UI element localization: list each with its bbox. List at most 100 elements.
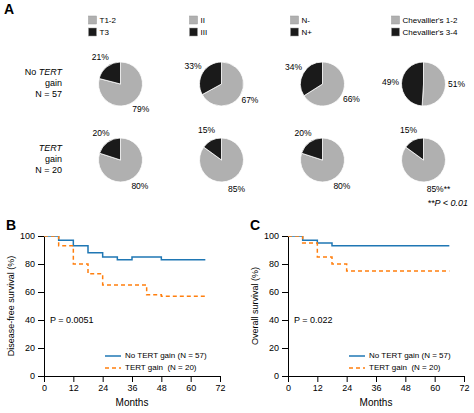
panel-label: A bbox=[4, 1, 14, 17]
panel-label: C bbox=[250, 217, 260, 233]
legend-swatch bbox=[392, 28, 400, 36]
tick-label: 40 bbox=[269, 315, 279, 325]
tick: 20 bbox=[25, 343, 44, 353]
tick-label: 60 bbox=[269, 287, 279, 297]
data-label: 79% bbox=[132, 104, 149, 114]
pie-slice bbox=[301, 138, 345, 182]
pie-slice bbox=[99, 138, 143, 182]
tick: 72 bbox=[459, 376, 469, 393]
annotation: No TERT bbox=[25, 67, 64, 77]
tick-label: 100 bbox=[264, 231, 279, 241]
x-axis-title: Months bbox=[116, 397, 149, 408]
tick: 0 bbox=[274, 371, 288, 381]
tick-mark bbox=[347, 376, 348, 382]
tick: 20 bbox=[269, 343, 288, 353]
legend-entry: TERT gain (N = 20) bbox=[125, 363, 197, 372]
data-label: 33% bbox=[185, 61, 202, 71]
pie: 79%21% bbox=[92, 52, 150, 114]
x-axis: 0122436486072 bbox=[286, 376, 470, 393]
tick: 60 bbox=[186, 376, 196, 393]
tick-label: 0 bbox=[42, 383, 47, 393]
tick: 0 bbox=[30, 371, 44, 381]
legend-swatch bbox=[190, 16, 198, 24]
tick-label: 0 bbox=[30, 371, 35, 381]
tick-label: 0 bbox=[286, 383, 291, 393]
legend: No TERT gain (N = 57) TERT gain (N = 20) bbox=[349, 351, 451, 372]
pie-slice bbox=[204, 138, 222, 160]
tick-mark bbox=[376, 376, 377, 382]
series-group bbox=[44, 236, 205, 296]
tick-mark bbox=[38, 320, 44, 321]
legend-swatch bbox=[291, 16, 299, 24]
tick: 12 bbox=[69, 376, 79, 393]
annotation: gain bbox=[45, 78, 62, 88]
data-label: 20% bbox=[93, 128, 110, 138]
tick-mark bbox=[220, 376, 221, 382]
data-label: 85% bbox=[228, 184, 245, 194]
x-axis-title: Months bbox=[360, 397, 393, 408]
y-axis: 020406080100 bbox=[20, 231, 45, 381]
tick: 80 bbox=[25, 259, 44, 269]
pie-slice bbox=[422, 62, 445, 106]
legend-entry: Chevallier's 3-4 bbox=[403, 28, 458, 37]
chart: A79%21%T1-2T3No TERTgainN = 5767%33%IIII… bbox=[0, 0, 474, 413]
data-label: 49% bbox=[382, 77, 399, 87]
tick: 0 bbox=[42, 376, 47, 393]
plot: 0122436486072020406080100No TERT gain (N… bbox=[20, 231, 226, 393]
pie: 51% 49% bbox=[382, 62, 465, 106]
legend-swatch bbox=[89, 28, 97, 36]
annotation: N = 20 bbox=[35, 165, 62, 175]
tick-label: 72 bbox=[215, 383, 225, 393]
plot: 0122436486072020406080100No TERT gain (N… bbox=[264, 231, 470, 393]
legend-entry: N- bbox=[302, 16, 311, 25]
tick-mark bbox=[38, 376, 44, 377]
annotation: **P < 0.01 bbox=[428, 198, 468, 208]
line bbox=[44, 236, 205, 260]
annotation: gain bbox=[45, 154, 62, 164]
tick-label: 24 bbox=[342, 383, 352, 393]
legend-entry: No TERT gain (N = 57) bbox=[369, 351, 451, 360]
tick-label: 40 bbox=[25, 315, 35, 325]
pie-slice bbox=[99, 62, 120, 84]
y-axis: 020406080100 bbox=[264, 231, 289, 381]
pie-slice bbox=[199, 62, 221, 95]
tick-mark bbox=[132, 376, 133, 382]
x-axis-line bbox=[289, 377, 465, 383]
tick-mark bbox=[282, 236, 288, 237]
data-label: 85%** bbox=[427, 184, 451, 194]
pie: 66%34% bbox=[285, 62, 360, 106]
legend-entry: No TERT gain (N = 57) bbox=[125, 351, 207, 360]
tick: 40 bbox=[269, 315, 288, 325]
tick-mark bbox=[405, 376, 406, 382]
tick: 40 bbox=[25, 315, 44, 325]
tick-label: 60 bbox=[186, 383, 196, 393]
pie-slice bbox=[100, 138, 121, 160]
pie-slice bbox=[200, 138, 244, 182]
legend-swatch bbox=[89, 16, 97, 24]
data-label: 51% bbox=[448, 79, 465, 89]
tick-label: 72 bbox=[459, 383, 469, 393]
data-label: 15% bbox=[198, 125, 215, 135]
tick-label: 20 bbox=[269, 343, 279, 353]
legend-entry: II bbox=[201, 16, 205, 25]
legend-entry: TERT gain (N = 20) bbox=[369, 363, 441, 372]
tick-label: 60 bbox=[430, 383, 440, 393]
tick-mark bbox=[317, 376, 318, 382]
x-axis-line bbox=[45, 377, 221, 383]
annotation: P = 0.0051 bbox=[50, 315, 94, 325]
tick-mark bbox=[282, 264, 288, 265]
pie: 85% 15% bbox=[198, 125, 245, 194]
tick-mark bbox=[282, 320, 288, 321]
tick-label: 12 bbox=[69, 383, 79, 393]
tick-label: 24 bbox=[98, 383, 108, 393]
tick-mark bbox=[73, 376, 74, 382]
tick-mark bbox=[38, 236, 44, 237]
tick-mark bbox=[191, 376, 192, 382]
data-label: 20% bbox=[295, 128, 312, 138]
tick-label: 48 bbox=[157, 383, 167, 393]
tick-mark bbox=[282, 348, 288, 349]
tick-label: 12 bbox=[313, 383, 323, 393]
pie: 67%33% bbox=[185, 61, 259, 106]
legend-swatch bbox=[392, 16, 400, 24]
legend-swatch bbox=[349, 355, 365, 357]
